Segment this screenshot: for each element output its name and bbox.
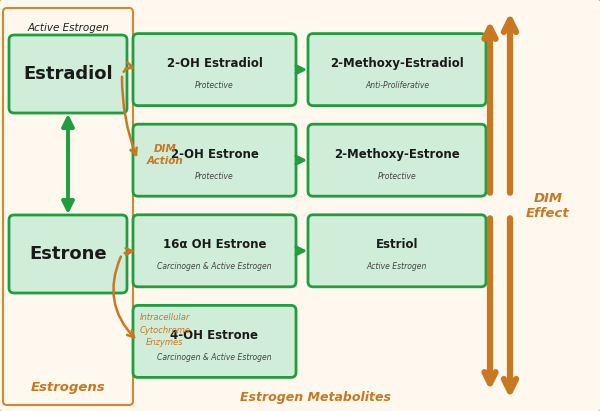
Text: Carcinogen & Active Estrogen: Carcinogen & Active Estrogen <box>157 262 272 271</box>
Text: Carcinogen & Active Estrogen: Carcinogen & Active Estrogen <box>157 353 272 362</box>
Text: Protective: Protective <box>195 81 234 90</box>
FancyBboxPatch shape <box>3 8 133 405</box>
Text: Estrogens: Estrogens <box>31 381 106 393</box>
Text: 2-OH Estradiol: 2-OH Estradiol <box>167 57 262 70</box>
FancyBboxPatch shape <box>308 124 486 196</box>
Text: 16α OH Estrone: 16α OH Estrone <box>163 238 266 251</box>
FancyBboxPatch shape <box>308 215 486 287</box>
Text: Estrogen Metabolites: Estrogen Metabolites <box>239 390 391 404</box>
Text: Anti-Proliferative: Anti-Proliferative <box>365 81 429 90</box>
FancyBboxPatch shape <box>133 215 296 287</box>
FancyBboxPatch shape <box>9 35 127 113</box>
FancyBboxPatch shape <box>9 215 127 293</box>
Text: Active Estrogen: Active Estrogen <box>27 23 109 33</box>
Text: Estrone: Estrone <box>29 245 107 263</box>
Text: Estradiol: Estradiol <box>23 65 113 83</box>
Text: Active Estrogen: Active Estrogen <box>367 262 427 271</box>
FancyBboxPatch shape <box>133 34 296 106</box>
Text: DIM
Action: DIM Action <box>146 144 184 166</box>
Text: DIM
Effect: DIM Effect <box>526 192 570 219</box>
Text: 2-Methoxy-Estrone: 2-Methoxy-Estrone <box>334 148 460 161</box>
Text: Estriol: Estriol <box>376 238 418 251</box>
Text: 2-OH Estrone: 2-OH Estrone <box>170 148 259 161</box>
Text: 2-Methoxy-Estradiol: 2-Methoxy-Estradiol <box>330 57 464 70</box>
Text: Protective: Protective <box>195 172 234 181</box>
Text: Protective: Protective <box>377 172 416 181</box>
Text: Intracellular
Cytochrome
Enzymes: Intracellular Cytochrome Enzymes <box>139 313 191 347</box>
FancyBboxPatch shape <box>133 124 296 196</box>
Text: 4-OH Estrone: 4-OH Estrone <box>170 329 259 342</box>
FancyBboxPatch shape <box>133 305 296 377</box>
FancyBboxPatch shape <box>308 34 486 106</box>
